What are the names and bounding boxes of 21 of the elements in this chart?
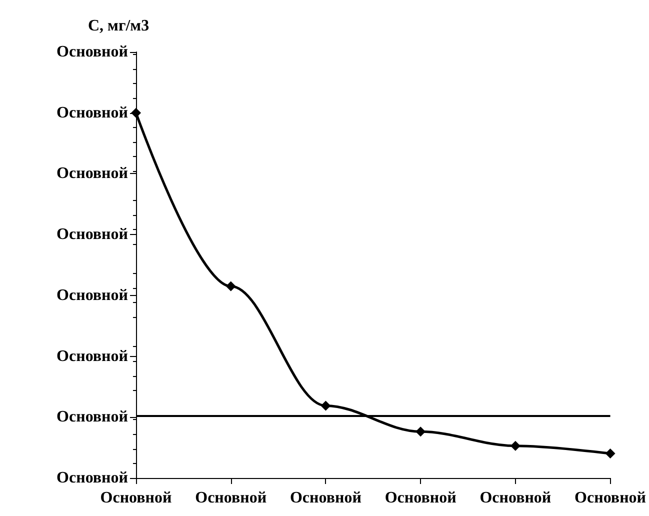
text: Основной (56, 470, 128, 486)
x-tick-label: Основной (195, 490, 267, 506)
point (320, 400, 331, 411)
x-tick-label: Основной (480, 490, 552, 506)
text: Основной (56, 226, 128, 244)
point (416, 426, 426, 437)
text: Основной (56, 348, 128, 365)
point (510, 440, 520, 451)
text: Основной (56, 104, 128, 122)
x-tick-label: Основной (384, 490, 456, 506)
point (226, 281, 236, 292)
text: Основной (56, 165, 128, 182)
text: Основной (56, 44, 128, 60)
x-tick-label: Основной (100, 490, 172, 506)
y-axis-title: C, мг/м3 (88, 18, 150, 34)
x-tick-label: Основной (290, 490, 362, 506)
text: Основной (56, 286, 128, 304)
text: Основной (56, 408, 128, 426)
point (131, 108, 141, 118)
x-tick-label: Основной (574, 490, 646, 506)
point (605, 448, 616, 459)
